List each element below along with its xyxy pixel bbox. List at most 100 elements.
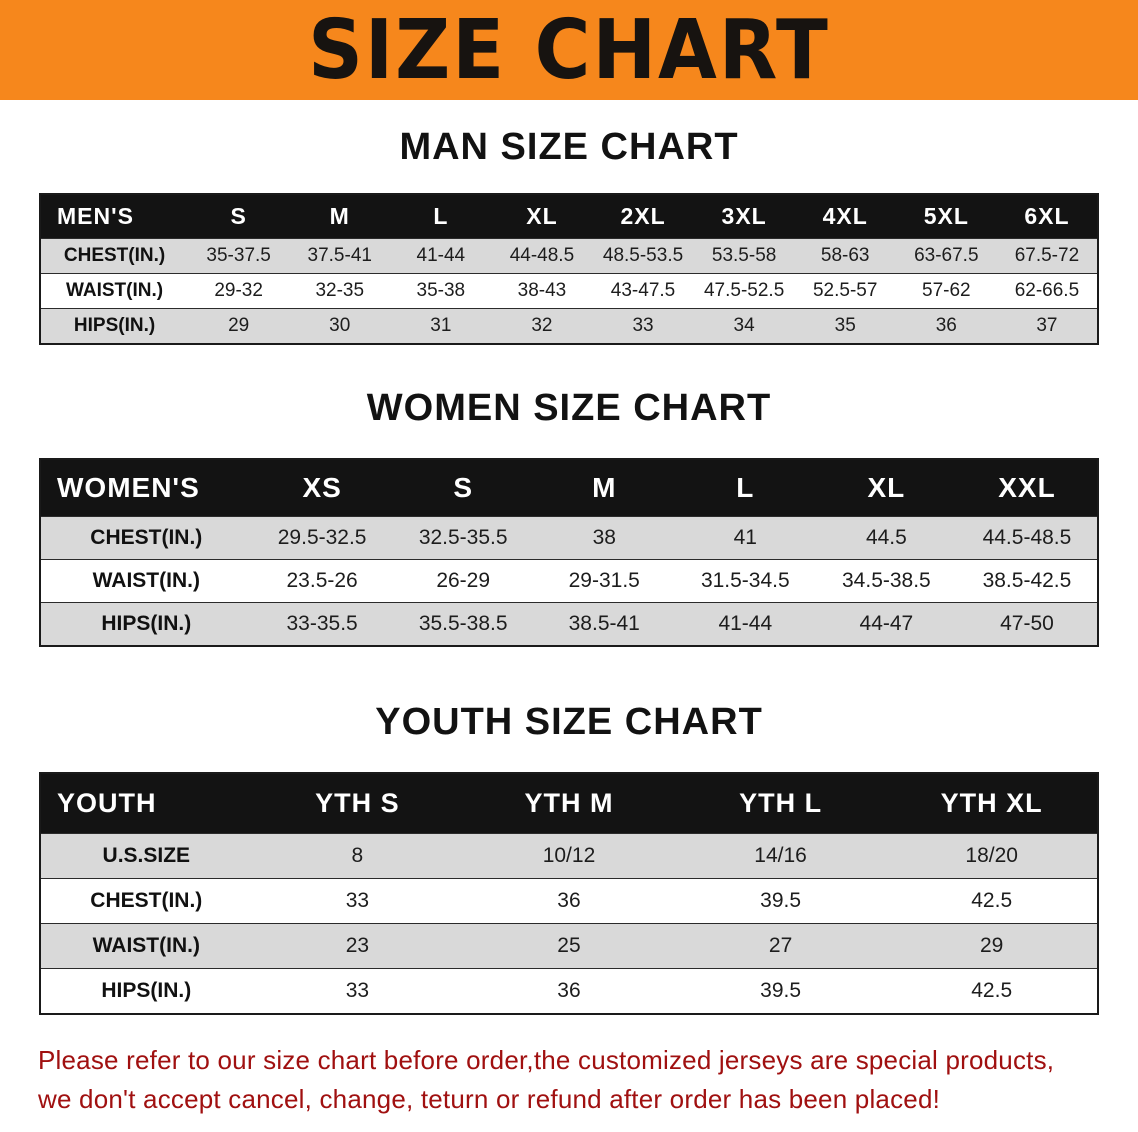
size-column-header: XS (251, 459, 393, 517)
cell-value: 29 (886, 923, 1098, 969)
size-column-header: 3XL (693, 194, 795, 239)
cell-value: 18/20 (886, 833, 1098, 879)
table-row: WAIST(IN.) 23.5-26 26-29 29-31.5 31.5-34.5 34… (40, 559, 1098, 603)
cell-value: 33 (251, 968, 464, 1014)
size-column-header: YTH XL (886, 773, 1098, 834)
men-size-table: MEN'S S M L XL 2XL 3XL 4XL 5XL 6XL CHEST(IN.) 35-37… (39, 193, 1099, 345)
cell-value: 36 (463, 968, 675, 1014)
cell-value: 42.5 (886, 968, 1098, 1014)
cell-value: 41 (674, 516, 816, 560)
table-header-row: WOMEN'S XS S M L XL XXL (40, 459, 1098, 517)
size-column-header: L (674, 459, 816, 517)
cell-value: 23 (251, 923, 464, 969)
cell-value: 41-44 (390, 238, 492, 274)
row-label: WAIST(IN.) (40, 273, 189, 309)
table-row: WAIST(IN.) 29-32 32-35 35-38 38-43 43-47.5 47.… (40, 273, 1098, 309)
size-column-header: XL (491, 194, 593, 239)
cell-value: 52.5-57 (794, 273, 896, 309)
disclaimer: Please refer to our size chart before or… (38, 1045, 1100, 1115)
row-label: HIPS(IN.) (40, 968, 252, 1014)
cell-value: 39.5 (674, 878, 887, 924)
size-column-header: XL (815, 459, 957, 517)
table-row: CHEST(IN.) 35-37.5 37.5-41 41-44 44-48.5 48.5… (40, 238, 1098, 274)
cell-value: 36 (895, 308, 997, 344)
cell-value: 67.5-72 (996, 238, 1098, 274)
cell-value: 31 (390, 308, 492, 344)
cell-value: 32-35 (289, 273, 391, 309)
row-label: CHEST(IN.) (40, 516, 252, 560)
cell-value: 33 (251, 878, 464, 924)
size-column-header: XXL (956, 459, 1098, 517)
table-row: WAIST(IN.) 23 25 27 29 (40, 923, 1098, 969)
cell-value: 47.5-52.5 (693, 273, 795, 309)
cell-value: 8 (251, 833, 464, 879)
cell-value: 44.5-48.5 (956, 516, 1098, 560)
women-size-table: WOMEN'S XS S M L XL XXL CHEST(IN.) 29.5-32.5 32.5… (39, 458, 1099, 647)
size-column-header: YTH M (463, 773, 675, 834)
cell-value: 38.5-41 (533, 602, 675, 646)
row-label: U.S.SIZE (40, 833, 252, 879)
size-column-header: YTH S (251, 773, 464, 834)
size-column-header: L (390, 194, 492, 239)
table-row: CHEST(IN.) 29.5-32.5 32.5-35.5 38 41 44.5 44.5… (40, 516, 1098, 560)
cell-value: 27 (674, 923, 887, 969)
cell-value: 35-37.5 (188, 238, 290, 274)
youth-size-section: YOUTH SIZE CHART YOUTH YTH S YTH M YTH L YTH… (0, 701, 1138, 1015)
size-column-header: 6XL (996, 194, 1098, 239)
cell-value: 29.5-32.5 (251, 516, 393, 560)
cell-value: 37 (996, 308, 1098, 344)
table-row: HIPS(IN.) 29 30 31 32 33 34 35 36 37 (40, 308, 1098, 344)
row-label: WAIST(IN.) (40, 559, 252, 603)
cell-value: 31.5-34.5 (674, 559, 816, 603)
cell-value: 29 (188, 308, 290, 344)
size-column-header: 5XL (895, 194, 997, 239)
cell-value: 32.5-35.5 (392, 516, 534, 560)
table-corner-label: WOMEN'S (40, 459, 252, 517)
size-column-header: M (533, 459, 675, 517)
row-label: HIPS(IN.) (40, 308, 189, 344)
cell-value: 42.5 (886, 878, 1098, 924)
row-label: CHEST(IN.) (40, 878, 252, 924)
cell-value: 38.5-42.5 (956, 559, 1098, 603)
youth-section-heading: YOUTH SIZE CHART (375, 701, 763, 743)
cell-value: 23.5-26 (251, 559, 393, 603)
cell-value: 35-38 (390, 273, 492, 309)
cell-value: 33 (592, 308, 694, 344)
cell-value: 29-31.5 (533, 559, 675, 603)
cell-value: 53.5-58 (693, 238, 795, 274)
cell-value: 35.5-38.5 (392, 602, 534, 646)
row-label: WAIST(IN.) (40, 923, 252, 969)
cell-value: 32 (491, 308, 593, 344)
cell-value: 47-50 (956, 602, 1098, 646)
table-corner-label: MEN'S (40, 194, 189, 239)
cell-value: 38 (533, 516, 675, 560)
table-row: HIPS(IN.) 33 36 39.5 42.5 (40, 968, 1098, 1014)
size-column-header: S (392, 459, 534, 517)
youth-size-table: YOUTH YTH S YTH M YTH L YTH XL U.S.SIZE 8 10/12… (39, 772, 1099, 1015)
cell-value: 44-47 (815, 602, 957, 646)
cell-value: 35 (794, 308, 896, 344)
table-row: U.S.SIZE 8 10/12 14/16 18/20 (40, 833, 1098, 879)
men-size-section: MAN SIZE CHART MEN'S S M L XL 2XL 3XL 4XL 5XL 6XL… (0, 126, 1138, 345)
cell-value: 63-67.5 (895, 238, 997, 274)
size-column-header: 4XL (794, 194, 896, 239)
cell-value: 62-66.5 (996, 273, 1098, 309)
cell-value: 57-62 (895, 273, 997, 309)
men-section-heading: MAN SIZE CHART (399, 126, 739, 168)
page-title: SIZE CHART (308, 1, 830, 98)
cell-value: 58-63 (794, 238, 896, 274)
cell-value: 34 (693, 308, 795, 344)
banner: SIZE CHART (0, 0, 1138, 100)
cell-value: 26-29 (392, 559, 534, 603)
size-column-header: 2XL (592, 194, 694, 239)
cell-value: 48.5-53.5 (592, 238, 694, 274)
cell-value: 43-47.5 (592, 273, 694, 309)
disclaimer-line-2: we don't accept cancel, change, teturn o… (38, 1084, 941, 1114)
table-row: HIPS(IN.) 33-35.5 35.5-38.5 38.5-41 41-44 44-… (40, 602, 1098, 646)
row-label: HIPS(IN.) (40, 602, 252, 646)
women-size-section: WOMEN SIZE CHART WOMEN'S XS S M L XL XXL CHEST(… (0, 387, 1138, 647)
disclaimer-line-1: Please refer to our size chart before or… (38, 1045, 1055, 1075)
cell-value: 33-35.5 (251, 602, 393, 646)
cell-value: 25 (463, 923, 675, 969)
